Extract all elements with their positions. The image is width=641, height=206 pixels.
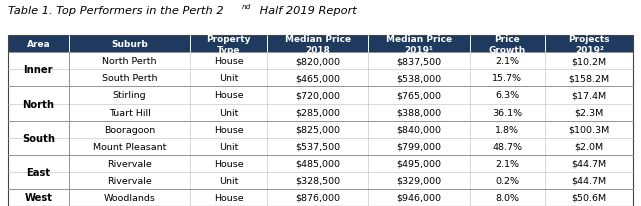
Text: $285,000: $285,000 — [296, 108, 340, 117]
Text: Price
Growth: Price Growth — [489, 35, 526, 54]
Text: $329,000: $329,000 — [396, 176, 442, 185]
Text: Table 1. Top Performers in the Perth 2: Table 1. Top Performers in the Perth 2 — [8, 6, 223, 16]
Text: Rivervale: Rivervale — [107, 159, 152, 168]
Text: Unit: Unit — [219, 74, 238, 83]
Text: Inner: Inner — [24, 65, 53, 75]
Text: $100.3M: $100.3M — [569, 125, 610, 134]
Text: Unit: Unit — [219, 108, 238, 117]
Text: $825,000: $825,000 — [296, 125, 340, 134]
Text: Half 2019 Report: Half 2019 Report — [256, 6, 356, 16]
Text: 0.2%: 0.2% — [495, 176, 519, 185]
Text: 2.1%: 2.1% — [495, 57, 519, 66]
Text: 1.8%: 1.8% — [495, 125, 519, 134]
Text: Stirling: Stirling — [113, 91, 146, 100]
Bar — [8, 155, 633, 172]
Text: Mount Pleasant: Mount Pleasant — [93, 142, 166, 151]
Text: Unit: Unit — [219, 176, 238, 185]
Bar — [69, 36, 190, 53]
Text: $876,000: $876,000 — [296, 193, 340, 202]
Text: House: House — [214, 125, 244, 134]
Text: South Perth: South Perth — [102, 74, 158, 83]
Bar — [190, 36, 267, 53]
Text: Booragoon: Booragoon — [104, 125, 155, 134]
Text: House: House — [214, 57, 244, 66]
Text: $837,500: $837,500 — [396, 57, 442, 66]
Text: Unit: Unit — [219, 142, 238, 151]
Text: $158.2M: $158.2M — [569, 74, 610, 83]
Text: North: North — [22, 99, 54, 109]
Text: $538,000: $538,000 — [396, 74, 442, 83]
Text: $50.6M: $50.6M — [572, 193, 607, 202]
Text: 36.1%: 36.1% — [492, 108, 522, 117]
Text: North Perth: North Perth — [103, 57, 157, 66]
Text: East: East — [26, 167, 51, 177]
Bar — [8, 189, 633, 206]
Text: 2.1%: 2.1% — [495, 159, 519, 168]
Text: 8.0%: 8.0% — [495, 193, 519, 202]
Bar — [267, 36, 369, 53]
Text: $537,500: $537,500 — [296, 142, 340, 151]
Bar — [8, 53, 633, 70]
Text: House: House — [214, 159, 244, 168]
Text: Woodlands: Woodlands — [104, 193, 156, 202]
Text: 15.7%: 15.7% — [492, 74, 522, 83]
Text: $765,000: $765,000 — [397, 91, 442, 100]
Text: $799,000: $799,000 — [397, 142, 442, 151]
Text: $2.0M: $2.0M — [575, 142, 604, 151]
Bar — [8, 70, 633, 87]
Text: nd: nd — [242, 4, 251, 10]
Bar — [8, 104, 633, 121]
Bar — [8, 121, 633, 138]
Text: Median Price
2018: Median Price 2018 — [285, 35, 351, 54]
Text: $44.7M: $44.7M — [572, 159, 607, 168]
Text: Median Price
2019¹: Median Price 2019¹ — [386, 35, 452, 54]
Text: House: House — [214, 91, 244, 100]
Bar — [8, 172, 633, 189]
Bar — [8, 87, 633, 104]
Text: $44.7M: $44.7M — [572, 176, 607, 185]
Bar — [8, 36, 69, 53]
Bar — [545, 36, 633, 53]
Bar — [8, 138, 633, 155]
Text: Tuart Hill: Tuart Hill — [109, 108, 151, 117]
Text: Suburb: Suburb — [112, 40, 148, 49]
Text: Projects
2019²: Projects 2019² — [569, 35, 610, 54]
Text: $2.3M: $2.3M — [575, 108, 604, 117]
Text: $495,000: $495,000 — [397, 159, 442, 168]
Text: $465,000: $465,000 — [296, 74, 340, 83]
Text: 48.7%: 48.7% — [492, 142, 522, 151]
Text: $17.4M: $17.4M — [572, 91, 607, 100]
Text: Area: Area — [26, 40, 50, 49]
Text: 6.3%: 6.3% — [495, 91, 519, 100]
Text: House: House — [214, 193, 244, 202]
Text: $840,000: $840,000 — [397, 125, 442, 134]
Text: Property
Type: Property Type — [206, 35, 251, 54]
Text: South: South — [22, 133, 55, 143]
Text: $328,500: $328,500 — [296, 176, 340, 185]
Bar — [369, 36, 469, 53]
Text: $388,000: $388,000 — [396, 108, 442, 117]
Text: $946,000: $946,000 — [397, 193, 442, 202]
Text: $485,000: $485,000 — [296, 159, 340, 168]
Text: $820,000: $820,000 — [296, 57, 340, 66]
Bar — [469, 36, 545, 53]
Text: Rivervale: Rivervale — [107, 176, 152, 185]
Text: $10.2M: $10.2M — [572, 57, 607, 66]
Text: West: West — [24, 193, 53, 202]
Text: $720,000: $720,000 — [296, 91, 340, 100]
